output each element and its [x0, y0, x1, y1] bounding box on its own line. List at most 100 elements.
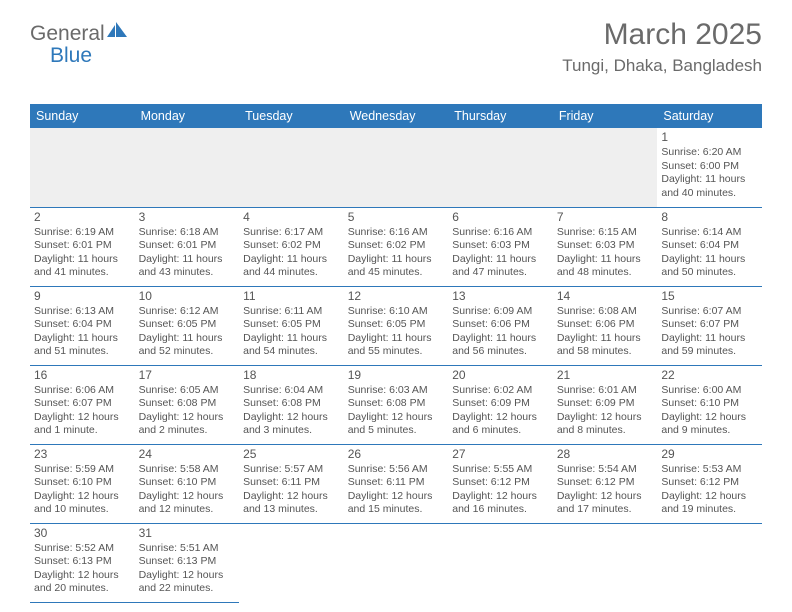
- day-number: 28: [557, 447, 654, 462]
- calendar-cell: 14Sunrise: 6:08 AMSunset: 6:06 PMDayligh…: [553, 286, 658, 365]
- daylight-line: Daylight: 12 hours and 20 minutes.: [34, 569, 131, 596]
- day-number: 25: [243, 447, 340, 462]
- sunset-line: Sunset: 6:09 PM: [452, 397, 549, 410]
- calendar-cell: 26Sunrise: 5:56 AMSunset: 6:11 PMDayligh…: [344, 444, 449, 523]
- daylight-line: Daylight: 12 hours and 13 minutes.: [243, 490, 340, 517]
- day-number: 30: [34, 526, 131, 541]
- sunrise-line: Sunrise: 6:10 AM: [348, 305, 445, 318]
- day-number: 3: [139, 210, 236, 225]
- calendar-cell: 3Sunrise: 6:18 AMSunset: 6:01 PMDaylight…: [135, 207, 240, 286]
- day-number: 20: [452, 368, 549, 383]
- sunrise-line: Sunrise: 6:00 AM: [661, 384, 758, 397]
- sunset-line: Sunset: 6:12 PM: [452, 476, 549, 489]
- sunset-line: Sunset: 6:08 PM: [243, 397, 340, 410]
- calendar-row: 2Sunrise: 6:19 AMSunset: 6:01 PMDaylight…: [30, 207, 762, 286]
- sunrise-line: Sunrise: 5:51 AM: [139, 542, 236, 555]
- calendar-cell: 19Sunrise: 6:03 AMSunset: 6:08 PMDayligh…: [344, 365, 449, 444]
- calendar-cell: 12Sunrise: 6:10 AMSunset: 6:05 PMDayligh…: [344, 286, 449, 365]
- daylight-line: Daylight: 12 hours and 22 minutes.: [139, 569, 236, 596]
- calendar-cell: 30Sunrise: 5:52 AMSunset: 6:13 PMDayligh…: [30, 523, 135, 602]
- daylight-line: Daylight: 12 hours and 12 minutes.: [139, 490, 236, 517]
- calendar-cell: [135, 128, 240, 207]
- daylight-line: Daylight: 12 hours and 5 minutes.: [348, 411, 445, 438]
- sunrise-line: Sunrise: 6:07 AM: [661, 305, 758, 318]
- day-header: Wednesday: [344, 104, 449, 128]
- sunrise-line: Sunrise: 6:12 AM: [139, 305, 236, 318]
- daylight-line: Daylight: 11 hours and 45 minutes.: [348, 253, 445, 280]
- logo-text-blue: Blue: [50, 44, 92, 67]
- daylight-line: Daylight: 12 hours and 8 minutes.: [557, 411, 654, 438]
- day-number: 24: [139, 447, 236, 462]
- daylight-line: Daylight: 12 hours and 6 minutes.: [452, 411, 549, 438]
- calendar-cell: 13Sunrise: 6:09 AMSunset: 6:06 PMDayligh…: [448, 286, 553, 365]
- sunset-line: Sunset: 6:04 PM: [34, 318, 131, 331]
- calendar-cell: 29Sunrise: 5:53 AMSunset: 6:12 PMDayligh…: [657, 444, 762, 523]
- sunset-line: Sunset: 6:05 PM: [243, 318, 340, 331]
- sunrise-line: Sunrise: 6:15 AM: [557, 226, 654, 239]
- calendar-cell: 2Sunrise: 6:19 AMSunset: 6:01 PMDaylight…: [30, 207, 135, 286]
- day-number: 16: [34, 368, 131, 383]
- sunrise-line: Sunrise: 6:20 AM: [661, 146, 758, 159]
- calendar-cell: [553, 523, 658, 602]
- daylight-line: Daylight: 11 hours and 55 minutes.: [348, 332, 445, 359]
- daylight-line: Daylight: 11 hours and 48 minutes.: [557, 253, 654, 280]
- calendar-cell: 28Sunrise: 5:54 AMSunset: 6:12 PMDayligh…: [553, 444, 658, 523]
- day-number: 12: [348, 289, 445, 304]
- calendar-cell: 1Sunrise: 6:20 AMSunset: 6:00 PMDaylight…: [657, 128, 762, 207]
- calendar-row: 16Sunrise: 6:06 AMSunset: 6:07 PMDayligh…: [30, 365, 762, 444]
- calendar-cell: 20Sunrise: 6:02 AMSunset: 6:09 PMDayligh…: [448, 365, 553, 444]
- calendar-cell: [344, 523, 449, 602]
- sunset-line: Sunset: 6:10 PM: [661, 397, 758, 410]
- day-number: 17: [139, 368, 236, 383]
- day-number: 14: [557, 289, 654, 304]
- calendar-cell: 16Sunrise: 6:06 AMSunset: 6:07 PMDayligh…: [30, 365, 135, 444]
- sunrise-line: Sunrise: 5:52 AM: [34, 542, 131, 555]
- sunrise-line: Sunrise: 5:54 AM: [557, 463, 654, 476]
- sunset-line: Sunset: 6:13 PM: [34, 555, 131, 568]
- calendar-cell: [448, 128, 553, 207]
- calendar-cell: 15Sunrise: 6:07 AMSunset: 6:07 PMDayligh…: [657, 286, 762, 365]
- calendar-cell: 21Sunrise: 6:01 AMSunset: 6:09 PMDayligh…: [553, 365, 658, 444]
- day-number: 27: [452, 447, 549, 462]
- sunset-line: Sunset: 6:07 PM: [661, 318, 758, 331]
- day-number: 4: [243, 210, 340, 225]
- daylight-line: Daylight: 11 hours and 59 minutes.: [661, 332, 758, 359]
- calendar-cell: 6Sunrise: 6:16 AMSunset: 6:03 PMDaylight…: [448, 207, 553, 286]
- calendar-cell: 11Sunrise: 6:11 AMSunset: 6:05 PMDayligh…: [239, 286, 344, 365]
- day-number: 19: [348, 368, 445, 383]
- sunset-line: Sunset: 6:06 PM: [557, 318, 654, 331]
- calendar-cell: 17Sunrise: 6:05 AMSunset: 6:08 PMDayligh…: [135, 365, 240, 444]
- month-title: March 2025: [562, 18, 762, 52]
- day-number: 26: [348, 447, 445, 462]
- sunset-line: Sunset: 6:05 PM: [348, 318, 445, 331]
- daylight-line: Daylight: 11 hours and 40 minutes.: [661, 173, 758, 200]
- sunset-line: Sunset: 6:09 PM: [557, 397, 654, 410]
- calendar-cell: 4Sunrise: 6:17 AMSunset: 6:02 PMDaylight…: [239, 207, 344, 286]
- sunset-line: Sunset: 6:03 PM: [557, 239, 654, 252]
- sunset-line: Sunset: 6:11 PM: [243, 476, 340, 489]
- calendar-cell: 24Sunrise: 5:58 AMSunset: 6:10 PMDayligh…: [135, 444, 240, 523]
- day-number: 8: [661, 210, 758, 225]
- sunrise-line: Sunrise: 6:16 AM: [452, 226, 549, 239]
- sunset-line: Sunset: 6:06 PM: [452, 318, 549, 331]
- calendar-body: 1Sunrise: 6:20 AMSunset: 6:00 PMDaylight…: [30, 128, 762, 602]
- calendar-cell: 5Sunrise: 6:16 AMSunset: 6:02 PMDaylight…: [344, 207, 449, 286]
- daylight-line: Daylight: 11 hours and 52 minutes.: [139, 332, 236, 359]
- calendar-cell: 9Sunrise: 6:13 AMSunset: 6:04 PMDaylight…: [30, 286, 135, 365]
- sunset-line: Sunset: 6:10 PM: [139, 476, 236, 489]
- sunset-line: Sunset: 6:02 PM: [243, 239, 340, 252]
- day-header: Sunday: [30, 104, 135, 128]
- day-number: 22: [661, 368, 758, 383]
- day-header: Tuesday: [239, 104, 344, 128]
- sunrise-line: Sunrise: 5:53 AM: [661, 463, 758, 476]
- day-number: 18: [243, 368, 340, 383]
- sunrise-line: Sunrise: 6:13 AM: [34, 305, 131, 318]
- calendar-table: SundayMondayTuesdayWednesdayThursdayFrid…: [30, 104, 762, 603]
- calendar-cell: 8Sunrise: 6:14 AMSunset: 6:04 PMDaylight…: [657, 207, 762, 286]
- calendar-cell: 7Sunrise: 6:15 AMSunset: 6:03 PMDaylight…: [553, 207, 658, 286]
- calendar-cell: [553, 128, 658, 207]
- sunset-line: Sunset: 6:08 PM: [348, 397, 445, 410]
- day-number: 2: [34, 210, 131, 225]
- sunrise-line: Sunrise: 6:16 AM: [348, 226, 445, 239]
- sunrise-line: Sunrise: 6:05 AM: [139, 384, 236, 397]
